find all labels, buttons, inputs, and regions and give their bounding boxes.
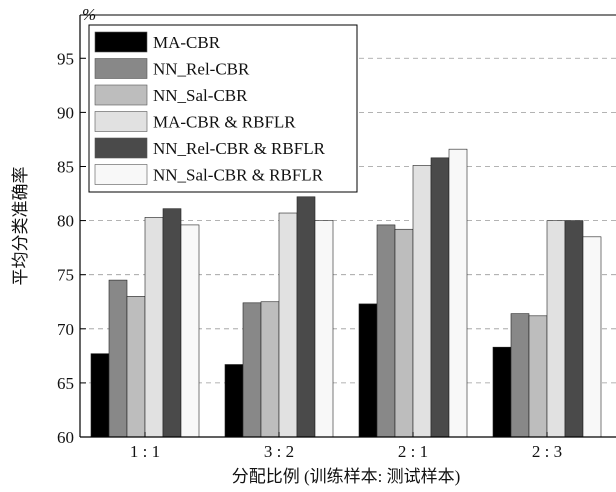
legend-label: NN_Rel-CBR bbox=[153, 60, 250, 79]
x-tick-label: 2 : 1 bbox=[398, 442, 428, 461]
bar bbox=[224, 364, 244, 438]
bar bbox=[412, 165, 432, 438]
y-tick-label: 90 bbox=[57, 103, 74, 122]
y-tick-label: 75 bbox=[57, 266, 74, 285]
bar bbox=[448, 148, 468, 438]
bar bbox=[144, 217, 164, 438]
bar bbox=[376, 224, 396, 438]
axes bbox=[79, 14, 616, 438]
y-axis-label: 平均分类准确率 bbox=[11, 167, 30, 286]
legend-label: NN_Sal-CBR bbox=[153, 86, 248, 105]
x-ticks: 1 : 1 3 : 2 2 : 1 2 : 3 bbox=[130, 432, 562, 461]
bar bbox=[430, 157, 450, 438]
bar bbox=[546, 220, 566, 438]
legend-swatch bbox=[94, 164, 148, 185]
y-tick-label: 95 bbox=[57, 49, 74, 68]
legend-label: NN_Sal-CBR & RBFLR bbox=[153, 166, 324, 185]
bar bbox=[278, 212, 298, 438]
bar bbox=[260, 301, 280, 438]
y-tick-label: 80 bbox=[57, 212, 74, 231]
bar bbox=[162, 208, 182, 438]
bar bbox=[180, 224, 200, 438]
bar bbox=[90, 353, 110, 438]
x-tick-label: 3 : 2 bbox=[264, 442, 294, 461]
bar bbox=[296, 196, 316, 438]
legend: MA-CBR NN_Rel-CBR NN_Sal-CBR MA-CBR & RBFLR… bbox=[88, 24, 358, 193]
y-unit-label: % bbox=[82, 5, 96, 24]
legend-label: NN_Rel-CBR & RBFLR bbox=[153, 139, 326, 158]
y-tick-label: 60 bbox=[57, 428, 74, 447]
legend-swatch bbox=[94, 111, 148, 132]
bar bbox=[510, 313, 530, 438]
x-axis-label: 分配比例 (训练样本: 测试样本) bbox=[232, 467, 461, 486]
legend-box bbox=[88, 24, 358, 193]
y-ticks: 60 65 70 75 80 85 90 95 bbox=[57, 49, 86, 447]
legend-swatch bbox=[94, 137, 148, 159]
bar bbox=[126, 296, 146, 438]
y-tick-label: 70 bbox=[57, 320, 74, 339]
bar bbox=[582, 236, 602, 438]
x-tick-label: 1 : 1 bbox=[130, 442, 160, 461]
bar bbox=[528, 315, 548, 438]
x-tick-label: 2 : 3 bbox=[532, 442, 562, 461]
bar bbox=[358, 303, 378, 438]
legend-label: MA-CBR & RBFLR bbox=[153, 113, 296, 132]
y-tick-label: 85 bbox=[57, 157, 74, 176]
legend-swatch bbox=[94, 58, 148, 79]
bars bbox=[90, 148, 602, 438]
bar bbox=[242, 302, 262, 438]
bar bbox=[108, 279, 128, 438]
legend-label: MA-CBR bbox=[153, 33, 221, 52]
bar bbox=[314, 220, 334, 438]
legend-swatch bbox=[94, 84, 148, 106]
legend-swatch bbox=[94, 31, 148, 53]
bar bbox=[492, 346, 512, 438]
bar bbox=[564, 220, 584, 438]
bar bbox=[394, 228, 414, 438]
y-tick-label: 65 bbox=[57, 374, 74, 393]
